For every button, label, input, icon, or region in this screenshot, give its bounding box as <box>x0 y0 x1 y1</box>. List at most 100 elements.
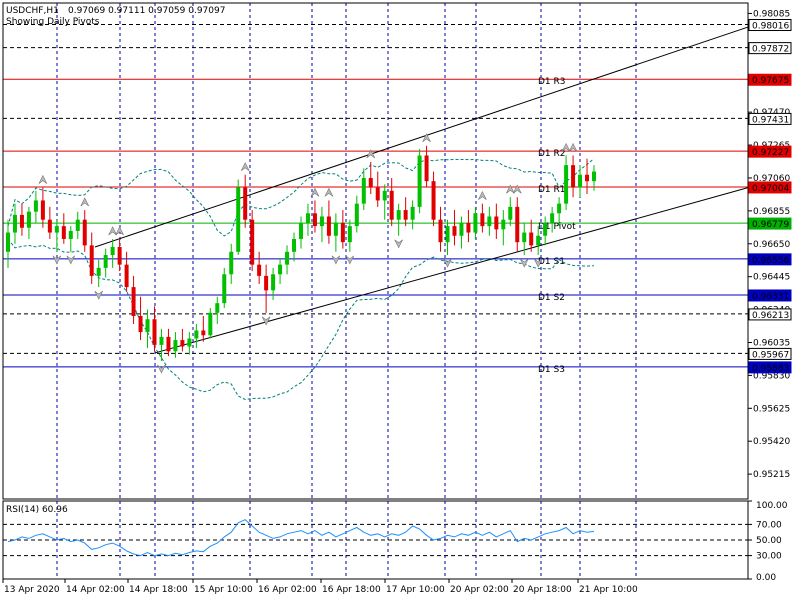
candle-body <box>54 226 59 233</box>
price-highlight-label: 0.98016 <box>752 22 789 32</box>
price-highlight-label: 0.95883 <box>752 364 789 374</box>
candle-body <box>424 155 429 182</box>
candle-body <box>585 174 590 182</box>
candle-body <box>375 187 380 201</box>
time-tick-label: 17 Apr 10:00 <box>386 585 445 595</box>
candle-body <box>578 174 583 188</box>
fractal-up-marker <box>240 162 250 171</box>
candle-body <box>159 336 164 345</box>
rsi-label: RSI(14) 60.96 <box>6 505 68 515</box>
candle-body <box>347 226 352 243</box>
price-highlight-label: 0.96556 <box>752 256 789 266</box>
candle-body <box>445 226 450 243</box>
fractal-down-marker <box>331 255 341 265</box>
candle-body <box>33 200 38 212</box>
candle-body <box>417 155 422 207</box>
time-tick-label: 15 Apr 10:00 <box>194 585 253 595</box>
candle-body <box>319 216 324 227</box>
fractal-down-marker <box>66 255 76 265</box>
candle-body <box>305 213 310 223</box>
candle-body <box>152 319 157 345</box>
candle-body <box>361 177 366 204</box>
fractal-down-marker <box>443 258 452 268</box>
candle-body <box>110 246 115 256</box>
candle-body <box>215 303 220 313</box>
candle-body <box>522 232 527 243</box>
price-highlight-label: 0.97004 <box>752 184 789 194</box>
price-tick-label: 0.96650 <box>753 240 790 250</box>
candle-body <box>236 187 241 252</box>
fractal-up-marker <box>80 197 90 207</box>
time-tick-label: 14 Apr 18:00 <box>129 585 188 595</box>
price-highlight-box <box>748 308 792 321</box>
chart-header-symbol: USDCHF,H1 <box>6 6 59 16</box>
candle-body <box>131 287 136 317</box>
candle-body <box>187 338 192 347</box>
fractal-up-marker <box>38 174 48 184</box>
candle-body <box>194 330 199 339</box>
rsi-tick-label: 50.00 <box>756 536 782 546</box>
candle-body <box>257 264 262 276</box>
candle-body <box>145 319 150 333</box>
rsi-tick-label: 100.00 <box>756 501 788 511</box>
candle-body <box>264 275 269 291</box>
candle-body <box>340 222 345 243</box>
price-highlight-box <box>748 181 792 194</box>
candle-body <box>47 219 52 233</box>
price-highlight-label: 0.96213 <box>752 311 789 321</box>
fractal-up-marker <box>366 149 376 159</box>
rsi-plot-frame <box>2 500 749 580</box>
time-tick-label: 16 Apr 18:00 <box>322 585 381 595</box>
indicator-bands <box>7 158 595 401</box>
candle-body <box>459 222 464 236</box>
chart-subtitle: Showing Daily Pivots <box>6 17 100 27</box>
candle-body <box>487 216 492 227</box>
fractal-up-marker <box>512 184 522 194</box>
candle-body <box>180 340 185 347</box>
fractal-up-marker <box>108 226 117 236</box>
candle-body <box>68 230 73 239</box>
price-tick-label: 0.95420 <box>753 437 790 447</box>
trend-channel <box>94 26 749 354</box>
time-tick-label: 16 Apr 02:00 <box>258 585 317 595</box>
rsi-tick-label: 30.00 <box>756 552 782 562</box>
price-highlight-label: 0.96331 <box>752 292 789 302</box>
price-tick-label: 0.96855 <box>753 207 790 217</box>
candle-body <box>229 251 234 275</box>
price-highlight-box <box>748 145 792 158</box>
pivot-label: D1 Pivot <box>538 222 576 232</box>
candle-body <box>243 187 248 220</box>
price-highlight-box <box>748 289 792 302</box>
time-axis: 13 Apr 2020 14 Apr 02:00 14 Apr 18:00 15 Ap… <box>2 579 638 595</box>
candle-body <box>124 264 129 288</box>
candle-body <box>564 165 569 204</box>
candle-body <box>333 222 338 236</box>
fractal-down-marker <box>394 239 403 249</box>
price-highlight-box <box>748 253 792 266</box>
price-tick-label: 0.96445 <box>753 273 790 283</box>
price-highlight-label: 0.97675 <box>752 76 789 86</box>
fractal-up-marker <box>506 184 515 194</box>
candle-body <box>452 226 457 236</box>
price-axis: 0.980850.978720.974700.972650.970600.968… <box>748 9 792 480</box>
price-highlight-box <box>748 73 792 86</box>
fractal-down-marker <box>94 290 103 300</box>
fractal-down-marker <box>157 364 166 374</box>
fractal-down-marker <box>533 258 543 268</box>
time-tick-label: 21 Apr 10:00 <box>579 585 638 595</box>
price-tick-label: 0.97060 <box>753 174 790 184</box>
candle-body <box>299 222 303 239</box>
rsi-panel: 100.00 70.00 50.00 30.00 0.00 <box>3 500 788 583</box>
candle-body <box>396 210 401 220</box>
rsi-line <box>7 519 595 557</box>
candle-body <box>75 219 80 231</box>
fractals <box>38 133 578 374</box>
candle-body <box>403 210 408 220</box>
candle-body <box>431 181 436 220</box>
candle-body <box>494 216 499 230</box>
candle-body <box>382 190 387 201</box>
rsi-tick-label: 70.00 <box>756 520 782 530</box>
candle-body <box>201 330 206 336</box>
